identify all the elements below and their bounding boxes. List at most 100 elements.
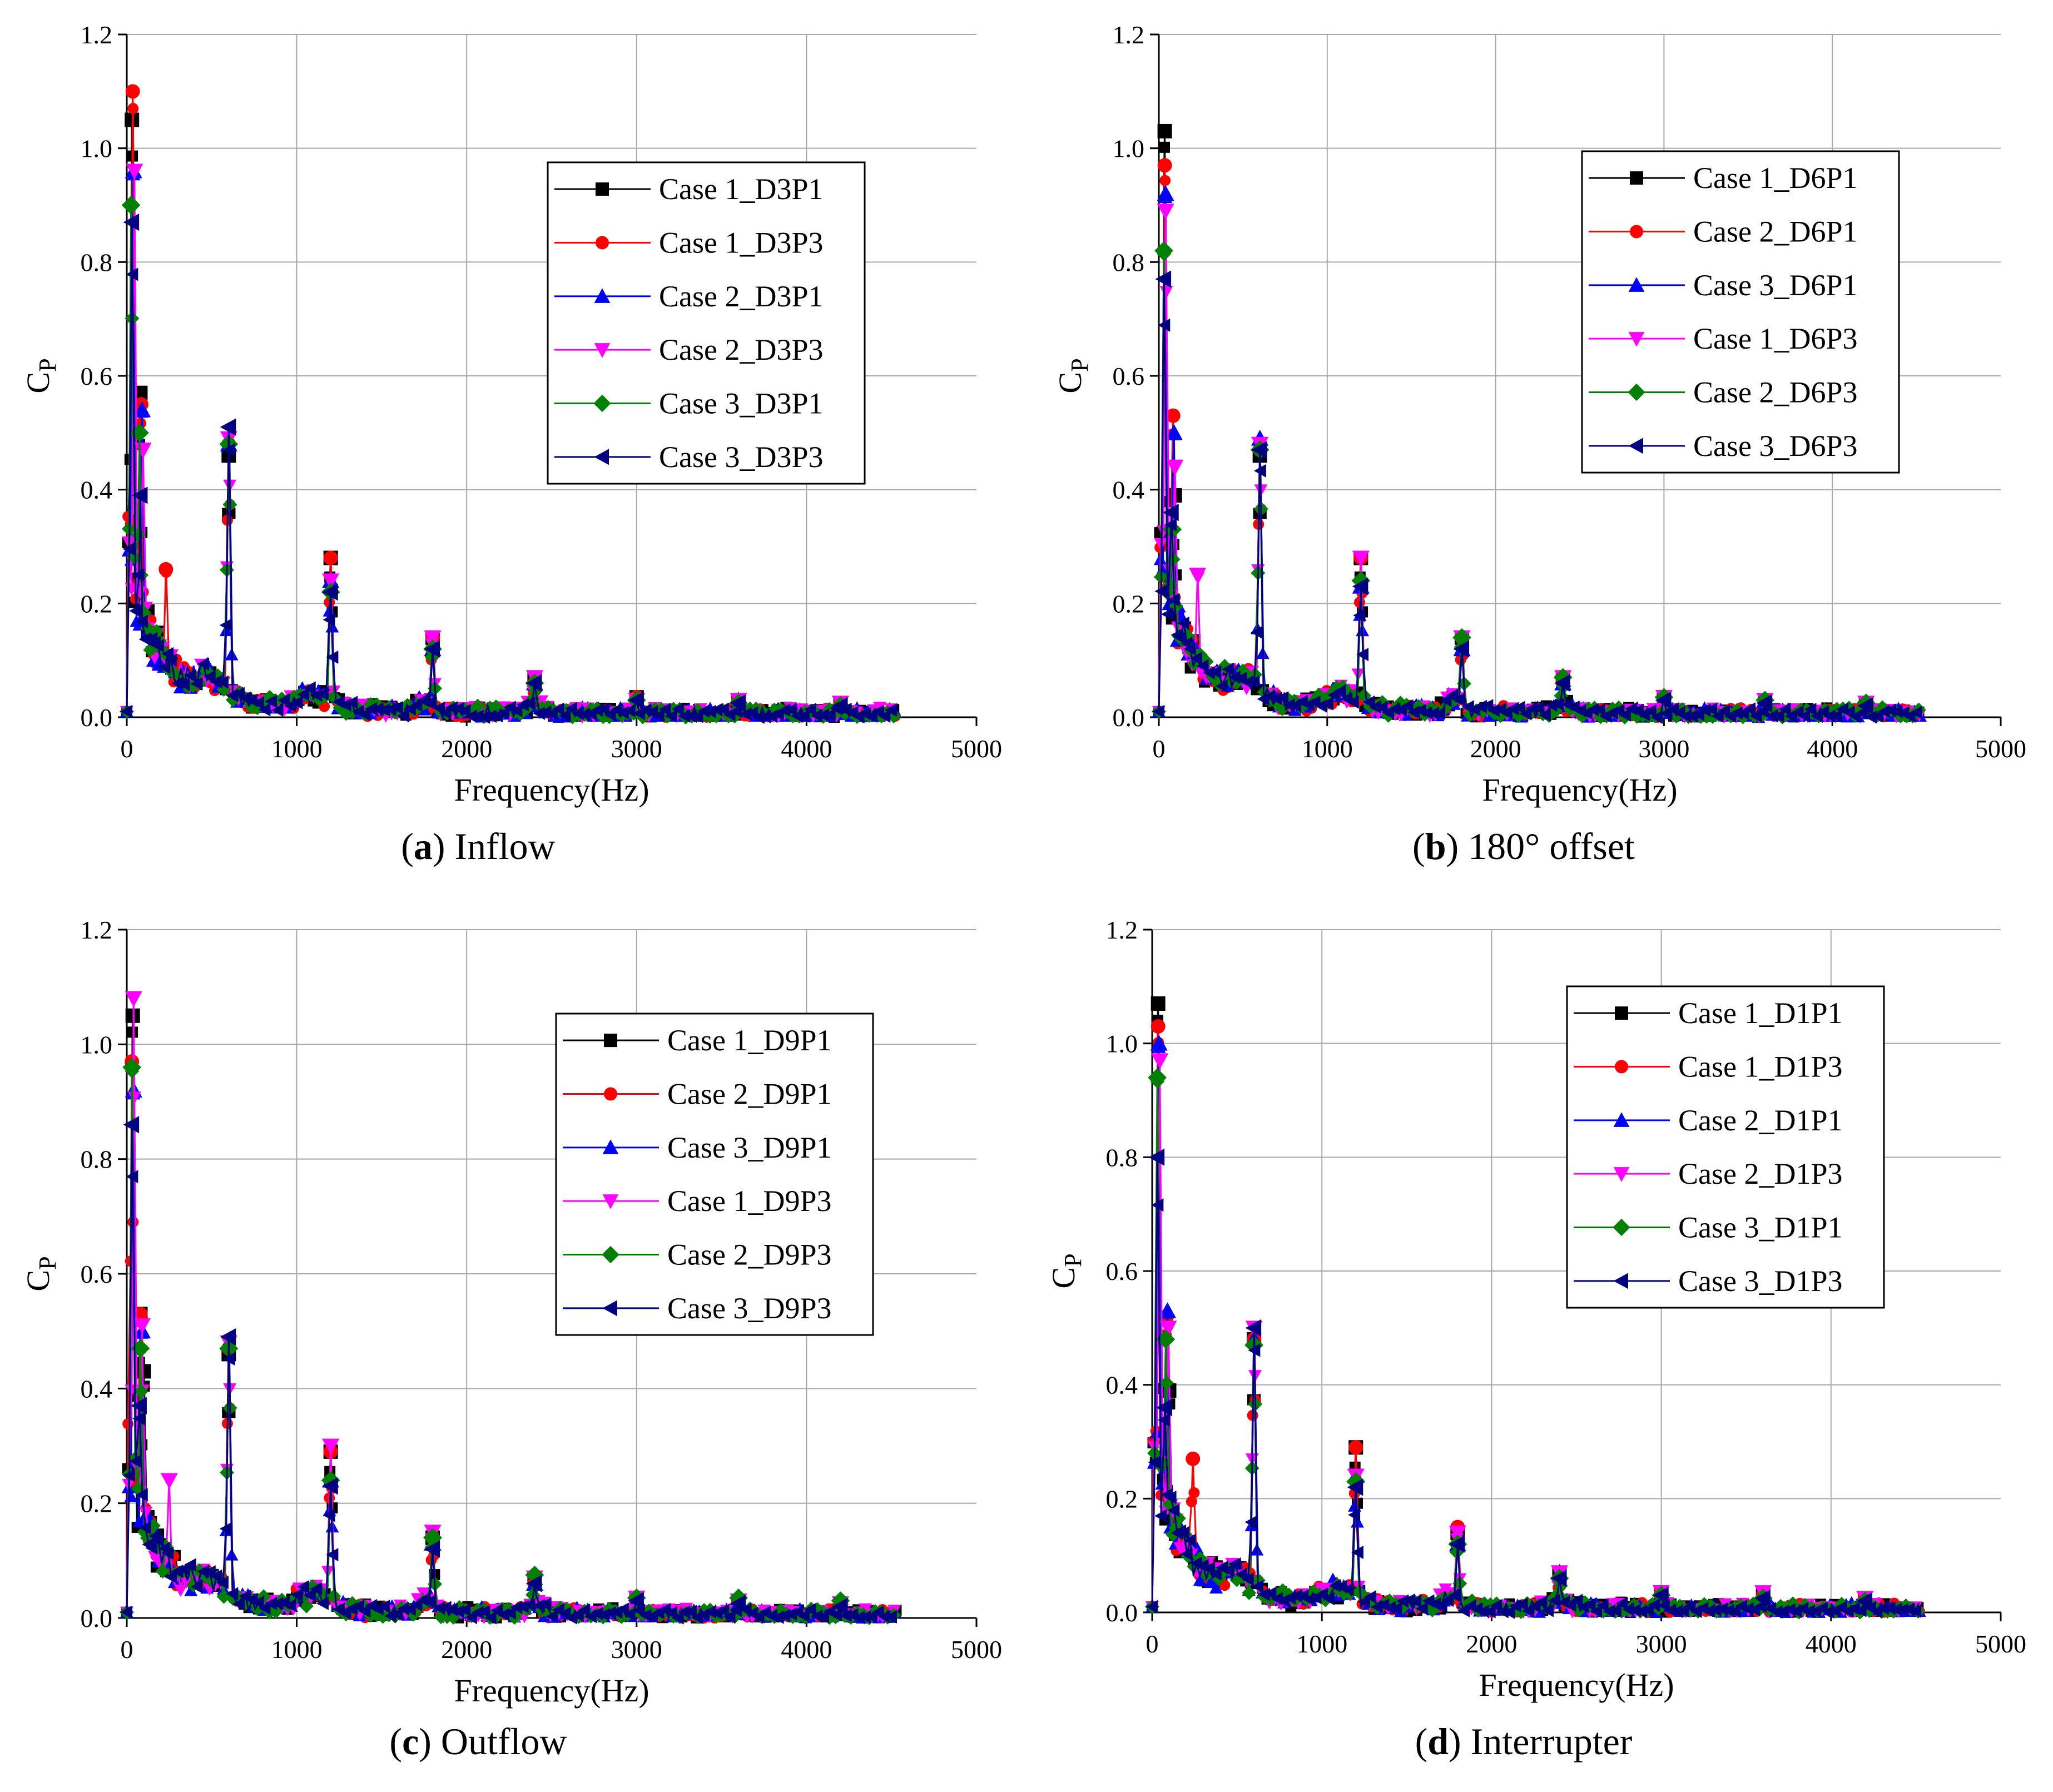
data-point <box>1705 702 1718 716</box>
data-point <box>126 1170 138 1184</box>
data-point <box>1685 709 1698 723</box>
data-point <box>558 709 571 723</box>
peak-point <box>424 1540 440 1558</box>
y-tick-label: 0.0 <box>81 1604 113 1632</box>
data-point <box>1797 709 1810 723</box>
data-point <box>423 696 435 710</box>
data-point <box>1415 1602 1428 1616</box>
data-point <box>290 1588 303 1602</box>
data-point <box>571 707 584 721</box>
data-point <box>497 1608 510 1622</box>
y-tick-label: 1.0 <box>81 1030 113 1059</box>
y-tick-label: 0.6 <box>81 1260 113 1288</box>
legend: Case 1_D3P1 Case 1_D3P3 Case 2_D3P1 Case 2_… <box>547 161 866 485</box>
data-point <box>271 703 284 717</box>
y-tick-label: 0.0 <box>1113 703 1145 732</box>
data-point <box>532 1599 545 1612</box>
peak-point <box>1348 1440 1363 1455</box>
data-point <box>771 1610 784 1624</box>
peak-point <box>322 573 340 589</box>
data-point <box>1435 1599 1447 1612</box>
data-point <box>1158 141 1170 153</box>
data-point <box>216 1576 229 1590</box>
x-tick-label: 5000 <box>951 1635 1002 1664</box>
data-point <box>397 709 410 723</box>
peak-point <box>1452 628 1471 647</box>
legend-marker <box>1615 1006 1628 1020</box>
data-point <box>1783 1603 1796 1617</box>
y-tick-label: 0.8 <box>81 1145 113 1174</box>
peak-point <box>1157 123 1172 138</box>
data-point <box>120 1605 132 1619</box>
legend-item: Case 3_D1P3 <box>1574 1264 1843 1298</box>
peak-point <box>1756 694 1773 712</box>
data-point <box>416 1593 429 1607</box>
data-point <box>310 688 323 702</box>
legend-label: Case 2_D1P3 <box>1678 1157 1843 1190</box>
y-tick-label: 1.2 <box>81 21 113 49</box>
data-point <box>1183 1533 1196 1547</box>
data-point <box>184 669 196 683</box>
peak-point <box>1352 578 1368 595</box>
peak-point <box>1186 1451 1201 1466</box>
peak-point <box>1156 1329 1176 1349</box>
data-point <box>458 1603 471 1617</box>
legend-marker <box>1613 1112 1630 1127</box>
data-point <box>345 696 358 709</box>
data-point <box>1321 697 1333 711</box>
legend: Case 1_D6P1 Case 2_D6P1 Case 3_D6P1 Case 1_… <box>1581 150 1900 474</box>
data-point <box>1433 707 1446 721</box>
data-point <box>1509 1599 1522 1613</box>
data-point <box>1513 701 1525 714</box>
data-point <box>1535 1595 1548 1609</box>
legend-box <box>1566 985 1885 1309</box>
peak-point <box>1150 1035 1168 1051</box>
data-point <box>127 103 139 115</box>
peak-point <box>1166 408 1181 423</box>
legend-item: Case 1_D6P1 <box>1589 161 1858 195</box>
data-point <box>1290 1589 1302 1603</box>
y-tick-label: 1.0 <box>1106 1030 1138 1058</box>
y-tick-label: 0.2 <box>1113 589 1145 618</box>
x-tick-label: 2000 <box>1466 1630 1517 1658</box>
data-point <box>532 706 545 720</box>
data-point <box>758 710 771 724</box>
peak-point <box>525 674 542 692</box>
data-point <box>510 1600 523 1614</box>
legend-item: Case 3_D6P1 <box>1589 269 1858 302</box>
x-tick-label: 3000 <box>611 734 662 763</box>
data-point <box>1506 702 1519 716</box>
data-point <box>578 707 591 721</box>
data-point <box>129 604 142 618</box>
legend-item: Case 3_D6P3 <box>1589 429 1858 463</box>
data-point <box>1615 1596 1628 1610</box>
data-point <box>1548 1594 1560 1607</box>
data-point <box>1353 608 1366 622</box>
data-point <box>171 676 184 690</box>
data-point <box>1228 671 1241 684</box>
data-point <box>665 1606 678 1620</box>
x-axis-label: Frequency(Hz) <box>454 1672 649 1709</box>
data-point <box>839 1609 852 1622</box>
peak-point <box>131 1339 150 1358</box>
data-point <box>1515 1597 1528 1611</box>
data-point <box>323 1508 335 1522</box>
data-point <box>516 1600 529 1614</box>
data-point <box>1322 1592 1335 1606</box>
data-point <box>597 702 610 716</box>
legend-marker <box>602 1194 619 1209</box>
data-point <box>465 709 478 723</box>
peak-point <box>730 694 746 712</box>
legend-marker <box>593 394 611 413</box>
legend-item: Case 3_D9P3 <box>563 1292 832 1325</box>
y-tick-label: 0.2 <box>81 1490 113 1518</box>
legend-marker <box>594 343 611 358</box>
data-point <box>497 707 510 721</box>
legend-item: Case 1_D9P3 <box>563 1184 832 1218</box>
peak-point <box>1754 1589 1771 1607</box>
data-point <box>452 1605 464 1619</box>
data-point <box>184 1558 196 1572</box>
data-point <box>190 677 203 691</box>
data-point <box>1670 1604 1683 1618</box>
